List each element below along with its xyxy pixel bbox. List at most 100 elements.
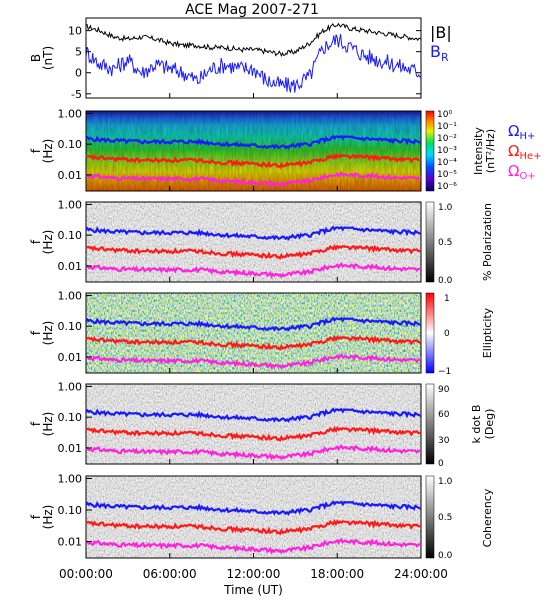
polarization-cbar-label: % Polarization xyxy=(481,203,494,281)
polarization-cbar-tick: 0.0 xyxy=(438,276,453,286)
freq-tick-label: 0.01 xyxy=(58,260,83,273)
coherency-colorbar xyxy=(425,475,435,559)
polarization-colorbar xyxy=(425,201,435,283)
b-field-ylabel: B xyxy=(29,54,43,62)
b-ytick-label: 5 xyxy=(75,46,82,59)
kdotb-cbar-label: k dot B xyxy=(470,405,483,444)
polarization-cbar-tick: 1.0 xyxy=(438,203,453,213)
freq-ylabel-units: (Hz) xyxy=(41,139,55,164)
freq-axis-p2: 1.00 0.10 0.01 f(Hz) xyxy=(29,107,92,182)
coherency-cbar-tick: 1.0 xyxy=(438,477,453,487)
freq-tick-label: 1.00 xyxy=(58,472,83,485)
x-tick-label: 24:00:00 xyxy=(394,567,448,581)
ellipticity-colorbar xyxy=(425,292,435,374)
panel-intensity: 1.00 0.10 0.01 f(Hz) 10⁰ 10⁻¹ 10⁻² 10⁻³ 10⁻… xyxy=(29,107,542,192)
panel-k-dot-b: 1.00 0.10 0.01 f(Hz) 90 60 30 0 k dot B (De… xyxy=(29,380,496,469)
gyro-lines-p6 xyxy=(85,500,422,555)
kdotb-cbar-tick: 0 xyxy=(438,459,444,469)
freq-tick-label: 1.00 xyxy=(58,198,83,211)
gyrofrequency-line xyxy=(85,225,422,241)
panel-ellipticity: 1.00 0.10 0.01 f(Hz) 1 0 −1 Ellipticity xyxy=(29,289,494,377)
ellipticity-colorbar-ticks: 1 0 −1 xyxy=(438,294,451,377)
freq-axis-p6: 1.00 0.10 0.01 f(Hz) xyxy=(29,472,92,549)
gyrofrequency-line xyxy=(85,537,422,555)
freq-ylabel: f xyxy=(29,421,43,426)
ellipticity-cbar-tick: −1 xyxy=(438,367,451,377)
polarization-cbar-tick: 0.5 xyxy=(438,238,452,248)
freq-axis-p4: 1.00 0.10 0.01 f(Hz) xyxy=(29,289,92,364)
gyrofrequency-line xyxy=(85,134,422,150)
x-tick-label: 06:00:00 xyxy=(143,567,197,581)
coherency-cbar-tick: 0.0 xyxy=(438,551,453,561)
intensity-cbar-tick: 10⁻⁶ xyxy=(437,182,457,192)
x-axis: 00:00:00 06:00:00 12:00:00 18:00:00 24:0… xyxy=(59,93,448,597)
gyrofrequency-line xyxy=(85,171,422,188)
kdotb-colorbar xyxy=(425,383,435,465)
x-tick-label: 00:00:00 xyxy=(59,567,113,581)
intensity-cbar-tick: 10⁻¹ xyxy=(437,122,457,132)
intensity-cbar-label: Intensity xyxy=(472,127,485,175)
intensity-cbar-tick: 10⁻⁴ xyxy=(437,158,457,168)
gyrofrequency-line xyxy=(85,262,422,279)
freq-ylabel-units: (Hz) xyxy=(41,412,55,437)
freq-axis-p5: 1.00 0.10 0.01 f(Hz) xyxy=(29,380,92,455)
kdotb-cbar-tick: 30 xyxy=(438,436,450,446)
kdotb-colorbar-ticks: 90 60 30 0 xyxy=(438,385,450,469)
gyrofrequency-line xyxy=(85,152,422,170)
gyro-label-he: ΩHe+ xyxy=(508,142,542,162)
freq-tick-label: 0.10 xyxy=(58,229,83,242)
freq-ylabel-units: (Hz) xyxy=(41,505,55,530)
x-axis-label: Time (UT) xyxy=(223,583,283,597)
freq-tick-label: 0.01 xyxy=(58,442,83,455)
x-tick-label: 18:00:00 xyxy=(310,567,364,581)
gyrofrequency-line xyxy=(85,353,422,370)
intensity-colorbar-ticks: 10⁰ 10⁻¹ 10⁻² 10⁻³ 10⁻⁴ 10⁻⁵ 10⁻⁶ xyxy=(437,110,457,192)
b-field-ylabel-units: (nT) xyxy=(41,46,55,70)
intensity-cbar-tick: 10⁻³ xyxy=(437,146,457,156)
gyro-lines-p3 xyxy=(85,225,422,279)
freq-tick-label: 1.00 xyxy=(58,107,83,120)
ellipticity-cbar-tick: 1 xyxy=(444,294,450,304)
polarization-colorbar-ticks: 1.0 0.5 0.0 xyxy=(438,203,453,286)
b-series-line xyxy=(85,22,422,58)
coherency-cbar-tick: 0.5 xyxy=(438,513,452,523)
freq-ylabel: f xyxy=(29,330,43,335)
freq-ylabel: f xyxy=(29,239,43,244)
freq-ylabel-units: (Hz) xyxy=(41,321,55,346)
kdotb-cbar-units: (Deg) xyxy=(483,409,496,440)
b-ytick-label: 0 xyxy=(75,67,82,80)
freq-ylabel-units: (Hz) xyxy=(41,230,55,255)
intensity-cbar-tick: 10⁰ xyxy=(437,110,452,120)
gyro-label-h: ΩH+ xyxy=(508,122,535,142)
freq-tick-label: 0.10 xyxy=(58,504,83,517)
gyrofrequency-line xyxy=(85,243,422,261)
freq-tick-label: 0.01 xyxy=(58,536,83,549)
gyrofrequency-line xyxy=(85,444,422,461)
panel-polarization: 1.00 0.10 0.01 f(Hz) 1.0 0.5 0.0 % Polariza… xyxy=(29,198,494,286)
gyrofrequency-line xyxy=(85,425,422,443)
x-tick-label: 12:00:00 xyxy=(227,567,281,581)
freq-tick-label: 1.00 xyxy=(58,380,83,393)
gyrofrequency-line xyxy=(85,518,422,536)
freq-tick-label: 0.10 xyxy=(58,320,83,333)
legend-br: BR xyxy=(430,42,449,64)
intensity-cbar-units: (nT²/Hz) xyxy=(484,129,497,173)
freq-tick-label: 0.10 xyxy=(58,138,83,151)
ellipticity-cbar-label: Ellipticity xyxy=(481,307,494,358)
freq-tick-label: 1.00 xyxy=(58,289,83,302)
coherency-colorbar-ticks: 1.0 0.5 0.0 xyxy=(438,477,453,561)
coherency-cbar-label: Coherency xyxy=(481,488,494,547)
freq-tick-label: 0.01 xyxy=(58,351,83,364)
gyrofrequency-line xyxy=(85,316,422,332)
kdotb-cbar-tick: 90 xyxy=(438,385,450,395)
b-ytick-label: 10 xyxy=(68,25,82,38)
freq-ylabel: f xyxy=(29,148,43,153)
gyrofrequency-line xyxy=(85,334,422,352)
gyro-lines-p4 xyxy=(85,316,422,370)
freq-ylabel: f xyxy=(29,514,43,519)
kdotb-cbar-tick: 60 xyxy=(438,410,450,420)
intensity-cbar-tick: 10⁻⁵ xyxy=(437,170,457,180)
gyro-lines-p5 xyxy=(85,407,422,461)
b-field-yticks: 10 5 0 -5 xyxy=(68,25,421,101)
